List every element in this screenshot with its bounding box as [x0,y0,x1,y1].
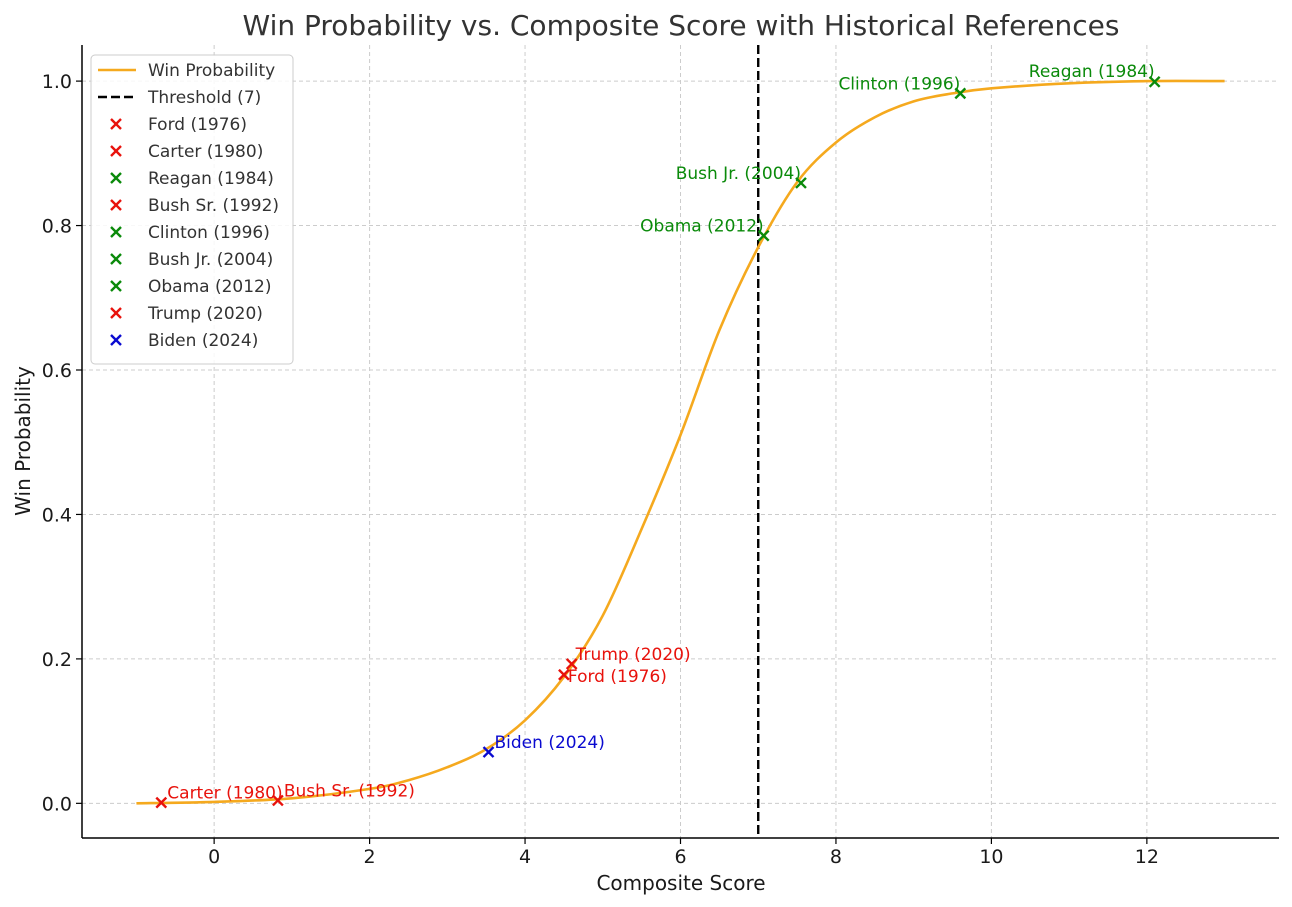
legend-swatch-point [110,118,122,130]
y-tick-label: 1.0 [42,71,72,93]
x-mark-stroke [954,87,967,100]
data-point-label: Carter (1980) [167,784,282,804]
data-point-label: Clinton (1996) [838,74,960,94]
data-point [954,87,967,100]
data-point-label: Obama (2012) [640,217,764,237]
legend-swatch-point [110,280,122,292]
x-mark-stroke [110,307,122,319]
x-mark-stroke [110,145,122,157]
data-point [795,177,807,189]
legend-swatch-point [110,172,122,184]
legend-swatch-point [110,307,122,319]
legend-entry-label: Threshold (7) [147,88,261,108]
x-tick-label: 6 [674,846,686,868]
legend-swatch-point [110,334,122,346]
chart-title: Win Probability vs. Composite Score with… [243,9,1120,42]
x-tick-label: 8 [830,846,842,868]
x-mark-stroke [1148,75,1161,88]
legend-entry-label: Bush Jr. (2004) [148,250,273,270]
data-point-label: Biden (2024) [495,733,605,753]
legend-entry-label: Reagan (1984) [148,169,274,189]
legend-entry-label: Biden (2024) [148,331,258,351]
x-axis-label: Composite Score [596,871,765,895]
y-tick-label: 0.0 [42,793,72,815]
data-point [558,668,570,681]
y-tick-label: 0.2 [42,649,72,671]
data-point-label: Trump (2020) [575,645,691,665]
data-point-label: Bush Sr. (1992) [284,781,415,801]
axes: 0 2 4 6 8 10 12 0.0 0.2 0.4 0.6 0.8 1.0 [42,45,1279,868]
x-mark-stroke [110,172,122,184]
x-mark-stroke [155,796,168,809]
legend-entry-label: Carter (1980) [148,142,263,162]
legend-swatch-point [110,199,122,211]
data-point-label: Bush Jr. (2004) [676,164,801,184]
x-mark-stroke [110,199,122,211]
legend: Win Probability Threshold (7) Ford (1976) C… [90,54,294,365]
legend-box [90,54,294,365]
x-mark-stroke [795,177,807,189]
x-mark-stroke [272,794,284,807]
data-point [1148,75,1161,88]
x-tick-label: 4 [519,846,531,868]
x-mark-stroke [110,226,122,238]
data-point-label: Reagan (1984) [1029,62,1155,82]
legend-entry-label: Trump (2020) [147,304,263,324]
x-tick-label: 10 [979,846,1003,868]
win-probability-curve [136,79,1225,805]
x-mark-stroke [110,280,122,292]
x-mark-stroke [757,229,770,242]
y-tick-label: 0.6 [42,360,72,382]
grid [82,45,1279,838]
legend-swatch-point [110,253,122,265]
x-mark-stroke [558,668,570,681]
data-point-label: Ford (1976) [568,667,667,687]
y-tick-label: 0.4 [42,504,72,526]
y-tick-label: 0.8 [42,216,72,238]
data-point [155,796,168,809]
x-mark-stroke [110,118,122,130]
legend-entry-label: Bush Sr. (1992) [148,196,279,216]
legend-entry-label: Obama (2012) [148,277,272,297]
x-tick-label: 0 [208,846,220,868]
data-point [272,794,284,807]
legend-entry-label: Win Probability [148,61,275,81]
legend-entry-label: Clinton (1996) [148,223,270,243]
legend-swatch-point [110,226,122,238]
x-mark-stroke [110,334,122,346]
x-mark-stroke [482,746,495,758]
x-tick-label: 12 [1135,846,1159,868]
data-point [482,746,495,758]
data-point [757,229,770,242]
data-point [565,658,578,670]
x-mark-stroke [110,253,122,265]
points-layer: Ford (1976) Carter (1980) Reagan (1984) Bus… [155,62,1161,809]
legend-swatch-point [110,145,122,157]
y-axis-label: Win Probability [11,366,35,516]
legend-entry-label: Ford (1976) [148,115,247,135]
x-mark-stroke [565,658,578,670]
x-tick-label: 2 [364,846,376,868]
